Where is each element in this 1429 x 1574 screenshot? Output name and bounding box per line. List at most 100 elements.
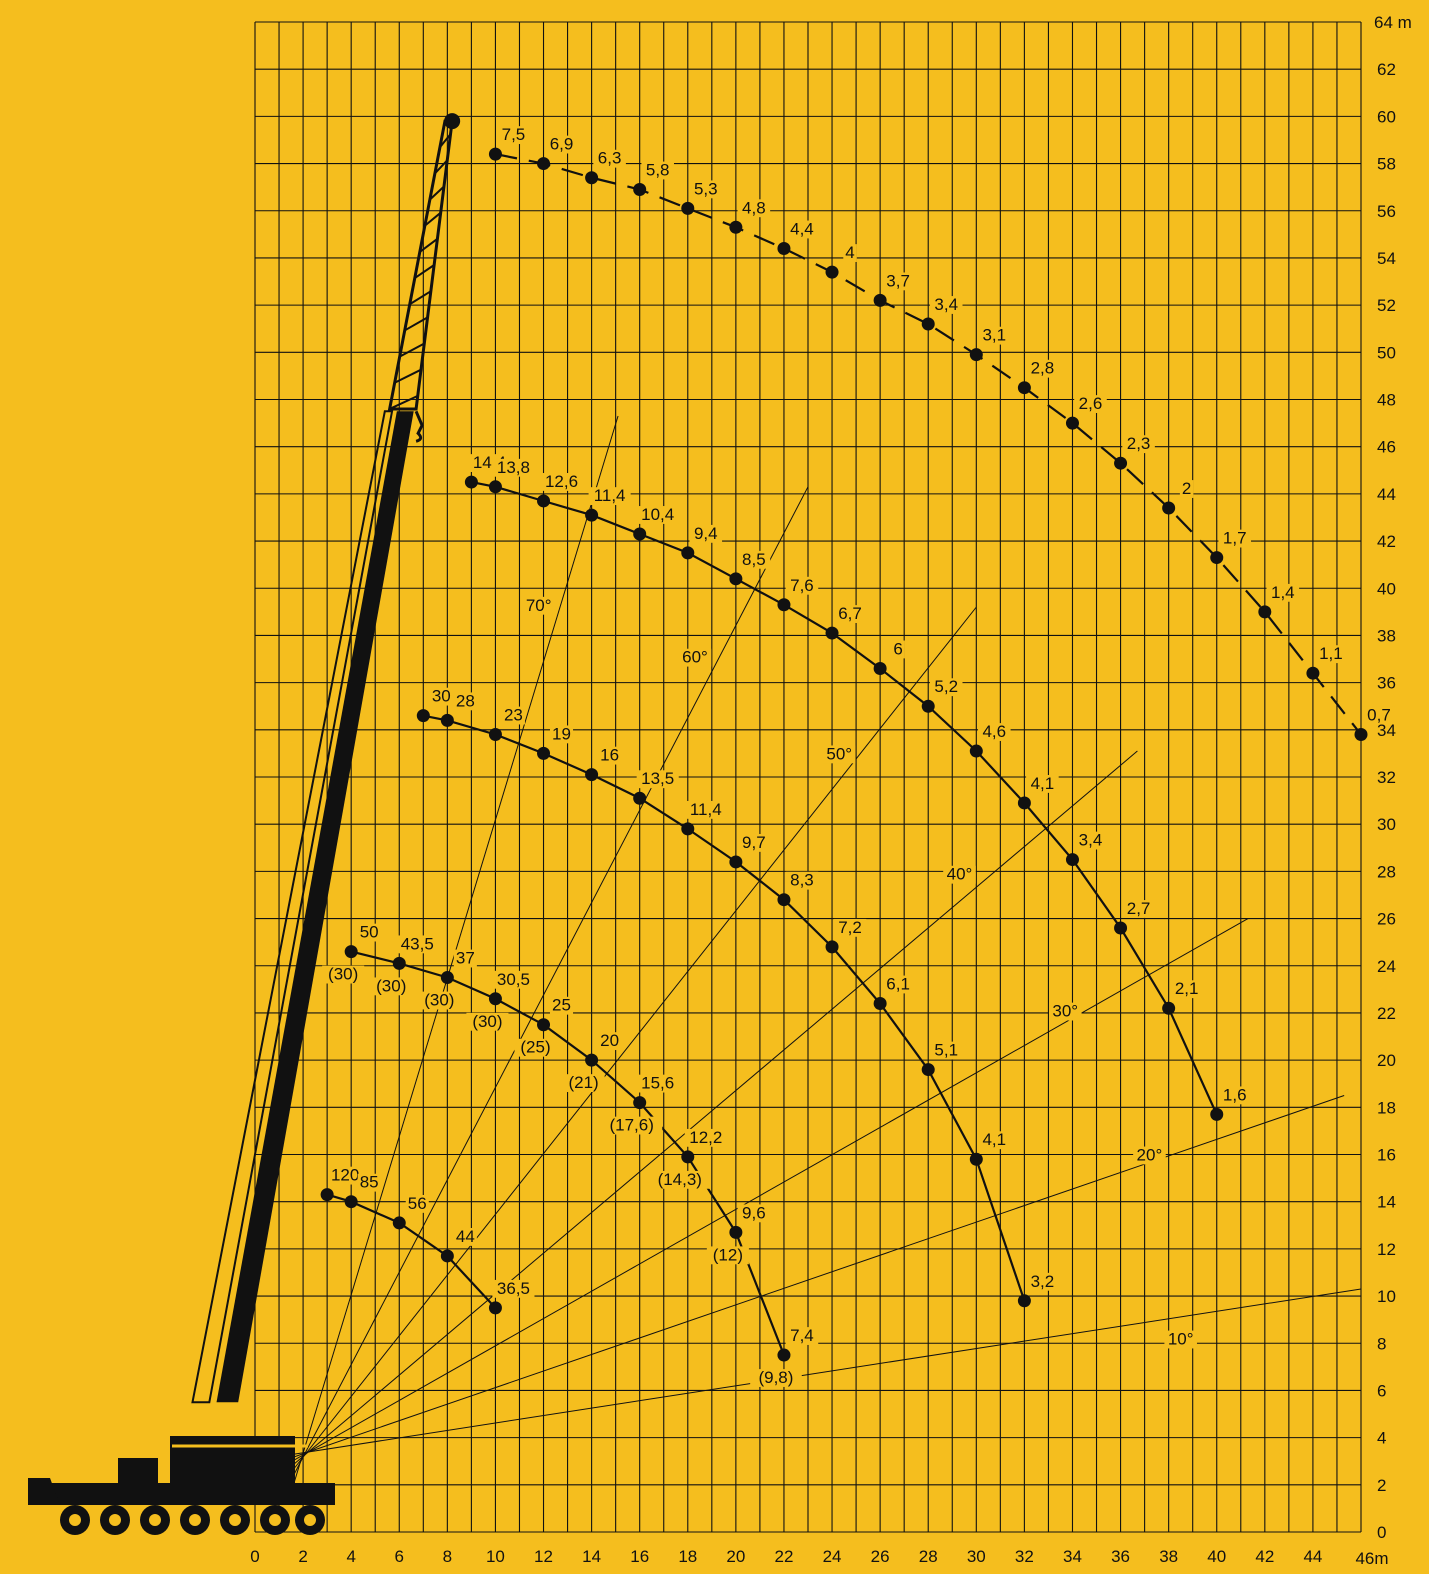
load-label-bg bbox=[540, 473, 583, 491]
load-point bbox=[488, 480, 502, 494]
load-label: 9,7 bbox=[742, 833, 766, 852]
load-point bbox=[1114, 456, 1128, 470]
load-point bbox=[1210, 1107, 1224, 1121]
angle-label: 60° bbox=[682, 648, 708, 667]
load-label-bg bbox=[737, 550, 771, 569]
load-label: 37 bbox=[456, 949, 475, 968]
load-point bbox=[488, 147, 502, 161]
x-tick-label: 34 bbox=[1063, 1547, 1082, 1566]
load-point bbox=[825, 626, 839, 640]
load-point bbox=[488, 1301, 502, 1315]
load-point bbox=[729, 1225, 743, 1239]
angle-label-bg bbox=[1048, 1002, 1082, 1021]
boom-outline bbox=[191, 410, 394, 1404]
load-point bbox=[1162, 1001, 1176, 1015]
load-label-bg bbox=[881, 975, 915, 994]
load-point bbox=[488, 728, 502, 742]
wheel-hub bbox=[269, 1514, 281, 1526]
y-tick-label: 18 bbox=[1377, 1098, 1396, 1117]
load-label: 3,4 bbox=[934, 295, 958, 314]
y-tick-label: 12 bbox=[1377, 1240, 1396, 1259]
load-point bbox=[1306, 666, 1320, 680]
load-label-secondary: (30) bbox=[376, 976, 406, 995]
angle-label-bg bbox=[1164, 1330, 1197, 1349]
load-point bbox=[633, 1096, 647, 1110]
y-tick-label: 46 bbox=[1377, 438, 1396, 457]
load-label-secondary-bg bbox=[322, 965, 365, 984]
load-label: 11,4 bbox=[594, 486, 626, 505]
load-label: 6,9 bbox=[550, 135, 574, 154]
load-label-bg bbox=[978, 326, 1011, 345]
load-point bbox=[440, 713, 454, 727]
load-label-secondary-bg bbox=[370, 977, 413, 996]
load-point bbox=[921, 699, 935, 713]
y-tick-label: 58 bbox=[1377, 155, 1396, 174]
y-tick-label: 56 bbox=[1377, 202, 1396, 221]
load-label: 16 bbox=[600, 746, 619, 765]
load-point bbox=[585, 508, 599, 522]
load-label-bg bbox=[978, 1131, 1011, 1150]
load-label-bg bbox=[396, 935, 439, 954]
load-label: 5,8 bbox=[646, 161, 670, 180]
load-label: 9,4 bbox=[694, 524, 718, 543]
angle-label-bg bbox=[522, 596, 555, 615]
load-label-bg bbox=[1026, 359, 1059, 378]
wheel-hub bbox=[149, 1514, 161, 1526]
x-tick-label: 16 bbox=[630, 1547, 649, 1566]
load-label-bg bbox=[785, 576, 819, 595]
load-label-bg bbox=[1026, 775, 1059, 793]
load-label-bg bbox=[881, 272, 915, 291]
load-label-secondary: (25) bbox=[520, 1038, 550, 1057]
load-label: 19 bbox=[552, 724, 571, 743]
load-point bbox=[537, 157, 551, 171]
load-label: 1,4 bbox=[1271, 583, 1295, 602]
x-tick-label: 40 bbox=[1207, 1547, 1226, 1566]
y-tick-label: 16 bbox=[1377, 1146, 1396, 1165]
x-tick-label: 24 bbox=[823, 1547, 842, 1566]
load-label: 30 bbox=[432, 687, 451, 706]
load-point bbox=[1017, 1294, 1031, 1308]
superstructure bbox=[170, 1436, 295, 1484]
load-label: 1,1 bbox=[1319, 644, 1343, 663]
load-label: 120 bbox=[331, 1166, 359, 1185]
angle-line bbox=[288, 606, 977, 1476]
load-label-secondary: (30) bbox=[472, 1012, 502, 1031]
load-label: 2,8 bbox=[1031, 359, 1055, 378]
load-label-bg bbox=[636, 506, 679, 524]
load-point bbox=[585, 768, 599, 782]
load-label-bg bbox=[978, 723, 1011, 741]
load-label-bg bbox=[357, 923, 381, 942]
load-label: 5,1 bbox=[934, 1041, 958, 1060]
load-label: 85 bbox=[360, 1173, 379, 1192]
load-label-bg bbox=[929, 1041, 963, 1060]
y-tick-label: 28 bbox=[1377, 862, 1396, 881]
load-label: 44 bbox=[456, 1227, 475, 1246]
jib-lacing bbox=[424, 211, 442, 227]
load-label: 4,1 bbox=[982, 1130, 1006, 1149]
y-tick-label: 62 bbox=[1377, 60, 1396, 79]
y-tick-label: 20 bbox=[1377, 1051, 1396, 1070]
load-point bbox=[921, 317, 935, 331]
load-curve-line bbox=[423, 714, 1026, 1302]
carrier-chassis bbox=[30, 1483, 335, 1505]
load-label-secondary: (17,6) bbox=[609, 1116, 653, 1135]
load-point bbox=[777, 1348, 791, 1362]
load-point bbox=[1017, 381, 1031, 395]
load-point bbox=[1258, 605, 1272, 619]
load-curve-line bbox=[350, 950, 786, 1356]
x-tick-label: 2 bbox=[298, 1547, 307, 1566]
y-tick-label: 34 bbox=[1377, 721, 1396, 740]
y-tick-label: 36 bbox=[1377, 674, 1396, 693]
load-label: 43,5 bbox=[401, 934, 434, 953]
load-label: 6,7 bbox=[838, 604, 862, 623]
load-label: 1,6 bbox=[1223, 1085, 1247, 1104]
load-label-bg bbox=[785, 1327, 819, 1345]
boom-main bbox=[216, 411, 414, 1403]
load-label-bg bbox=[357, 1173, 381, 1192]
load-point bbox=[1162, 501, 1176, 515]
load-label: 8,5 bbox=[742, 550, 766, 569]
load-label: 3,7 bbox=[886, 271, 910, 290]
y-tick-label: 0 bbox=[1377, 1523, 1386, 1542]
